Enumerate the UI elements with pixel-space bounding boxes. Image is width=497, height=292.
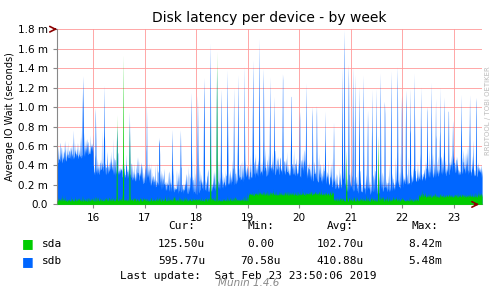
Text: 0.00: 0.00 <box>248 239 274 249</box>
Text: Avg:: Avg: <box>327 221 354 231</box>
Text: sdb: sdb <box>42 256 63 266</box>
Text: 125.50u: 125.50u <box>158 239 205 249</box>
Text: 102.70u: 102.70u <box>317 239 364 249</box>
Y-axis label: Average IO Wait (seconds): Average IO Wait (seconds) <box>5 52 15 181</box>
Text: RRDTOOL / TOBI OETIKER: RRDTOOL / TOBI OETIKER <box>485 67 491 155</box>
Text: Munin 1.4.6: Munin 1.4.6 <box>218 279 279 288</box>
Text: Cur:: Cur: <box>168 221 195 231</box>
Text: Last update:  Sat Feb 23 23:50:06 2019: Last update: Sat Feb 23 23:50:06 2019 <box>120 271 377 281</box>
Text: Max:: Max: <box>412 221 438 231</box>
Title: Disk latency per device - by week: Disk latency per device - by week <box>153 11 387 25</box>
Text: 70.58u: 70.58u <box>241 256 281 266</box>
Text: Min:: Min: <box>248 221 274 231</box>
Text: ■: ■ <box>22 237 34 250</box>
Text: ■: ■ <box>22 255 34 268</box>
Text: 5.48m: 5.48m <box>408 256 442 266</box>
Text: 595.77u: 595.77u <box>158 256 205 266</box>
Text: 8.42m: 8.42m <box>408 239 442 249</box>
Text: sda: sda <box>42 239 63 249</box>
Text: 410.88u: 410.88u <box>317 256 364 266</box>
